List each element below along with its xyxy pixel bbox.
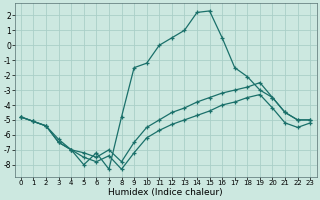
X-axis label: Humidex (Indice chaleur): Humidex (Indice chaleur) bbox=[108, 188, 223, 197]
